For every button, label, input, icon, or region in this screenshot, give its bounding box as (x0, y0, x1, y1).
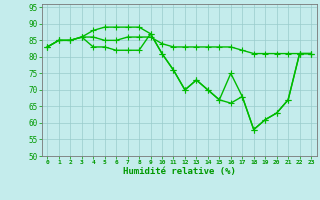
X-axis label: Humidité relative (%): Humidité relative (%) (123, 167, 236, 176)
